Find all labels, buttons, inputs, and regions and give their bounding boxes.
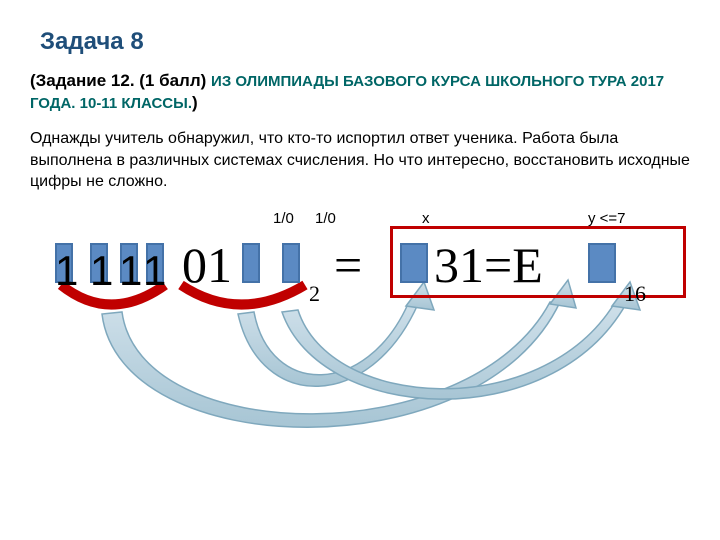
one-1: 1: [55, 238, 78, 304]
hint-c: x: [422, 210, 430, 227]
eq-base2-eq: 2: [309, 232, 320, 319]
hint-d: y <=7: [588, 210, 626, 227]
subtitle-part1: (Задание 12. (1 балл): [30, 71, 211, 90]
subtitle-part3: ): [192, 93, 198, 112]
blot-bin-6: [282, 243, 300, 283]
arrow-group2-to-far: [282, 304, 626, 399]
hint-a: 1/0: [273, 210, 294, 227]
body-text: Однажды учитель обнаружил, что кто-то ис…: [30, 128, 690, 193]
arrow-group2-to-mid: [238, 304, 418, 386]
eq-base16: 16: [624, 232, 646, 319]
subtitle: (Задание 12. (1 балл) ИЗ ОЛИМПИАДЫ БАЗОВ…: [30, 70, 670, 114]
eq-eq1: =: [334, 232, 362, 298]
subscript-16: 16: [624, 281, 646, 306]
one-4: 1: [143, 238, 166, 304]
hint-b: 1/0: [315, 210, 336, 227]
one-2: 1: [90, 238, 113, 304]
one-3: 1: [119, 238, 142, 304]
eq-mid1: 01: [182, 232, 232, 298]
subscript-2: 2: [309, 281, 320, 306]
figure: 1 1 1 1 01 2 = 31=E 16: [30, 232, 690, 512]
slide: Задача 8 (Задание 12. (1 балл) ИЗ ОЛИМПИ…: [0, 0, 720, 540]
blot-y: [588, 243, 616, 283]
arrow-group1-to-right: [102, 302, 560, 427]
page-title: Задача 8: [40, 28, 144, 56]
blot-x: [400, 243, 428, 283]
blot-bin-5: [242, 243, 260, 283]
equation: 1 1 1 1 01 2 = 31=E 16: [30, 232, 690, 298]
eq-mid2: 31=E: [434, 232, 543, 298]
